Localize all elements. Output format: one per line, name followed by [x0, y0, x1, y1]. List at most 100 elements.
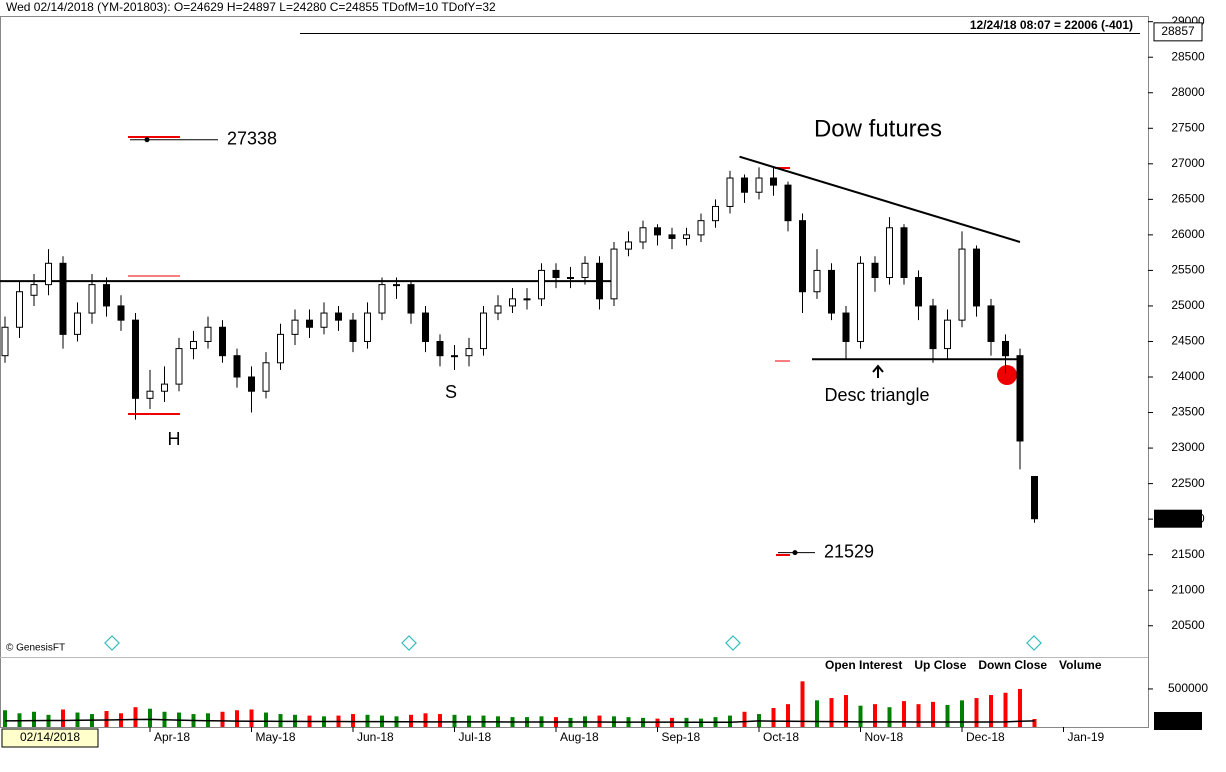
- candle-body: [770, 177, 777, 186]
- last-price-box: [1154, 509, 1202, 528]
- chart-title: Dow futures: [814, 115, 942, 142]
- y-tick-label: 25000: [1171, 298, 1205, 312]
- candle-body: [233, 355, 241, 378]
- pattern-label: Desc triangle: [824, 385, 929, 405]
- volume-bar: [873, 704, 877, 727]
- arrow: [872, 364, 884, 378]
- y-tick-label: 23000: [1171, 440, 1205, 454]
- volume-bar: [931, 701, 935, 727]
- volume-bar: [409, 714, 413, 727]
- candle-body: [668, 234, 676, 239]
- candle-body: [552, 269, 560, 279]
- candle-body: [697, 220, 705, 236]
- volume-bar: [249, 709, 254, 727]
- candle-body: [857, 262, 864, 342]
- candle-body: [117, 305, 125, 321]
- volume-bar: [945, 704, 950, 727]
- x-tick-label: Oct-18: [763, 730, 799, 744]
- candle-body: [596, 262, 603, 300]
- last-price: 22006: [1161, 511, 1195, 525]
- volume-bar: [423, 713, 428, 727]
- candle-body: [146, 390, 154, 399]
- pattern-label: S: [445, 382, 457, 402]
- volume-bar: [742, 711, 747, 727]
- trend-line: [739, 155, 1021, 243]
- cursor-price: 28857: [1161, 24, 1195, 38]
- legend-entry: Open Interest: [825, 658, 902, 672]
- volume-bar: [844, 695, 848, 727]
- volume-bar: [148, 708, 152, 727]
- candle-body: [1002, 340, 1009, 357]
- volume-bar: [133, 707, 138, 727]
- candle-body: [639, 227, 647, 243]
- candle-body: [45, 262, 52, 286]
- cursor-date: 02/14/2018: [20, 730, 80, 744]
- candle-body: [161, 383, 168, 392]
- candle-body: [886, 227, 893, 279]
- candle-body: [132, 319, 139, 399]
- volume-bar: [829, 698, 834, 727]
- volume-bar: [989, 695, 993, 727]
- candle-body: [30, 284, 38, 296]
- y-tick-label: 20500: [1171, 618, 1205, 632]
- candle-body: [219, 326, 226, 357]
- candle-body: [494, 305, 502, 314]
- plot-frame: [0, 16, 1149, 728]
- y-tick-label: 26500: [1171, 192, 1205, 206]
- candle-body: [190, 340, 197, 350]
- volume-bar: [452, 714, 457, 727]
- x-tick-label: Jul-18: [459, 730, 492, 744]
- candle-body: [929, 305, 937, 350]
- candle-body: [204, 326, 212, 342]
- last-volume: 104991: [1158, 713, 1198, 727]
- y-tick-label: 28000: [1171, 85, 1205, 99]
- volume-bar: [351, 714, 355, 727]
- volume-bar: [235, 710, 239, 727]
- candle-body: [581, 262, 589, 279]
- volume-bar: [960, 700, 964, 727]
- candle-body: [944, 319, 951, 350]
- candle-body: [88, 284, 96, 314]
- last-volume-box: [1154, 712, 1202, 730]
- volume-bar: [365, 714, 370, 727]
- candle-body: [958, 248, 966, 321]
- cursor-price-box: [1153, 22, 1203, 42]
- volume-tick-label: 500000: [1168, 681, 1208, 695]
- y-tick-label: 21000: [1171, 582, 1205, 596]
- volume-bar: [1032, 719, 1037, 727]
- candle-body: [900, 227, 908, 279]
- candle-body: [74, 312, 81, 335]
- candle-body: [59, 262, 67, 335]
- volume-bar: [3, 710, 7, 727]
- candle-body: [407, 284, 415, 314]
- candle-body: [799, 220, 806, 293]
- candle-body: [741, 177, 748, 193]
- y-tick-label: 24500: [1171, 334, 1205, 348]
- y-tick-label: 27000: [1171, 156, 1205, 170]
- candle-body: [915, 277, 922, 307]
- y-tick-label: 21500: [1171, 547, 1205, 561]
- volume-bar: [887, 707, 892, 727]
- candle-body: [784, 184, 792, 222]
- candle-body: [422, 312, 429, 342]
- candle-body: [248, 376, 255, 392]
- y-tick-label: 22500: [1171, 476, 1205, 490]
- volume-bar: [438, 714, 442, 727]
- candle-body: [987, 305, 995, 342]
- volume-bar: [902, 701, 906, 727]
- candle-body: [610, 248, 618, 300]
- volume-bar: [974, 698, 979, 727]
- header: Wed 02/14/2018 (YM-201803): O=24629 H=24…: [6, 0, 496, 14]
- candle-body: [175, 348, 183, 385]
- volume-bar: [771, 707, 776, 727]
- y-tick-label: 27500: [1171, 120, 1205, 134]
- candle-body: [306, 319, 313, 328]
- price-mark-dot: [144, 137, 150, 143]
- candle-body: [683, 234, 690, 239]
- x-tick-label: Nov-18: [865, 730, 904, 744]
- volume-bar: [800, 681, 805, 727]
- volume-bar: [916, 704, 921, 727]
- open-interest-line: [4, 718, 1035, 723]
- candle-body: [654, 227, 661, 236]
- breakout-marker: [997, 365, 1017, 385]
